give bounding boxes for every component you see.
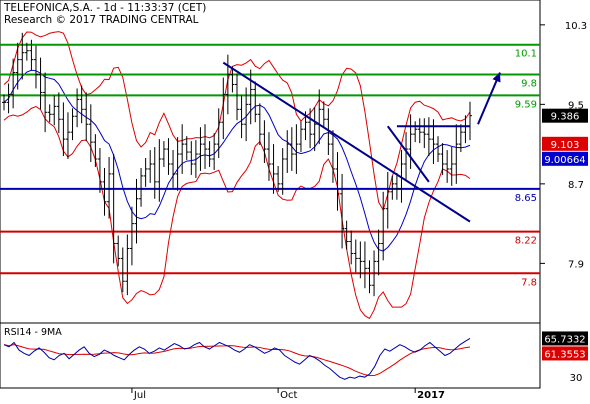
- rsi-label: RSI14 - 9MA: [4, 327, 62, 338]
- price-panel: [0, 0, 541, 324]
- time-axis: Jul Oct 2017: [131, 388, 445, 401]
- rsi-tick-label: 30: [570, 373, 583, 384]
- forecast-arrow-shaft: [477, 72, 501, 125]
- price-badge-box: [542, 136, 588, 151]
- header-research: Research © 2017 TRADING CENTRAL: [4, 14, 199, 26]
- bollinger-lower: [3, 105, 471, 320]
- level-label: 8.22: [515, 236, 537, 247]
- forecast-arrow-head: [492, 72, 501, 83]
- price-badge-label: 9.386: [551, 112, 580, 123]
- header-title: TELEFONICA,S.A. - 1d - 11:33:37 (CET): [3, 2, 206, 14]
- trendlines: [222, 61, 471, 223]
- rsi-badge-box: [542, 346, 588, 361]
- rsi-ma-line: [3, 344, 471, 377]
- price-badge-box: [542, 151, 588, 166]
- level-label: 9.59: [515, 99, 537, 110]
- price-tick-label: 9.5: [568, 100, 584, 111]
- level-label: 7.8: [521, 277, 537, 288]
- flag-line: [386, 125, 430, 183]
- rsi-panel: [0, 322, 541, 389]
- time-tick-label: Jul: [133, 390, 146, 400]
- price-tick-label: 10.3: [565, 21, 587, 32]
- level-label: 9.8: [521, 79, 537, 90]
- price-tick-label: 7.9: [568, 259, 584, 270]
- price-axis: 10.3 9.5 8.7 7.9: [540, 21, 587, 270]
- forecast-arrow: [477, 72, 501, 125]
- time-tick-label: 2017: [417, 390, 445, 400]
- rsi-indicator: 30 65.7332 61.3553: [3, 331, 588, 384]
- horizontal-levels: 10.1 9.8 9.59 8.65 8.22 7.8: [0, 43, 540, 288]
- price-badge-label: 9.00664: [544, 155, 585, 166]
- candles: [2, 32, 472, 297]
- downtrend-line: [222, 61, 471, 223]
- rsi-badge-label: 65.7332: [544, 334, 585, 345]
- level-label: 8.65: [515, 193, 537, 204]
- level-label: 10.1: [515, 49, 537, 60]
- rsi-badge-label: 61.3553: [544, 349, 585, 360]
- rsi-badge-box: [542, 331, 588, 346]
- price-badge-box: [542, 108, 588, 123]
- time-tick-label: Oct: [280, 390, 297, 400]
- price-badges: 9.386 9.103 9.00664: [542, 108, 588, 166]
- price-tick-label: 8.7: [568, 180, 584, 191]
- rsi-line: [3, 338, 471, 380]
- price-badge-label: 9.103: [551, 140, 580, 151]
